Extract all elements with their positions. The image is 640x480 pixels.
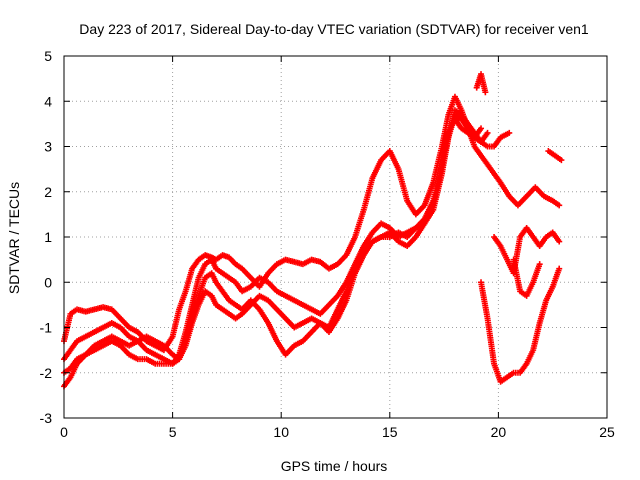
y-tick-label: 4: [44, 93, 52, 109]
x-tick-label: 25: [599, 424, 615, 440]
y-tick-label: 1: [44, 229, 52, 245]
y-tick-label: 3: [44, 139, 52, 155]
series-2: [61, 111, 491, 367]
data-point: [556, 238, 563, 245]
y-tick-label: 0: [44, 274, 52, 290]
y-tick-label: 5: [44, 48, 52, 64]
series-5: [478, 265, 563, 385]
series-7: [510, 256, 543, 299]
y-tick-label: -2: [40, 365, 53, 381]
series-4: [61, 107, 513, 390]
x-tick-label: 10: [273, 424, 289, 440]
x-tick-label: 5: [169, 424, 177, 440]
y-tick-label: -3: [40, 410, 53, 426]
x-tick-label: 15: [382, 424, 398, 440]
y-tick-label: 2: [44, 184, 52, 200]
data-point: [556, 265, 563, 272]
data-point: [478, 125, 485, 132]
series-3: [61, 116, 485, 376]
series-9: [473, 71, 489, 96]
series-8: [545, 148, 565, 164]
y-axis-label: SDTVAR / TECUs: [6, 182, 22, 294]
x-tick-label: 20: [491, 424, 507, 440]
y-tick-label: -1: [40, 320, 53, 336]
chart-title: Day 223 of 2017, Sidereal Day-to-day VTE…: [79, 21, 589, 37]
data-point: [536, 261, 543, 268]
x-tick-label: 0: [60, 424, 68, 440]
series-6: [491, 224, 563, 277]
x-axis-label: GPS time / hours: [281, 458, 388, 474]
data-points: [61, 71, 565, 390]
data-point: [484, 129, 491, 136]
data-point: [558, 157, 565, 164]
data-point: [482, 89, 489, 96]
data-point: [506, 129, 513, 136]
axis-ticks: 0 5 10 15 20 25 -3 -2 -1 0 1 2 3 4 5: [40, 48, 615, 440]
data-point: [556, 202, 563, 209]
